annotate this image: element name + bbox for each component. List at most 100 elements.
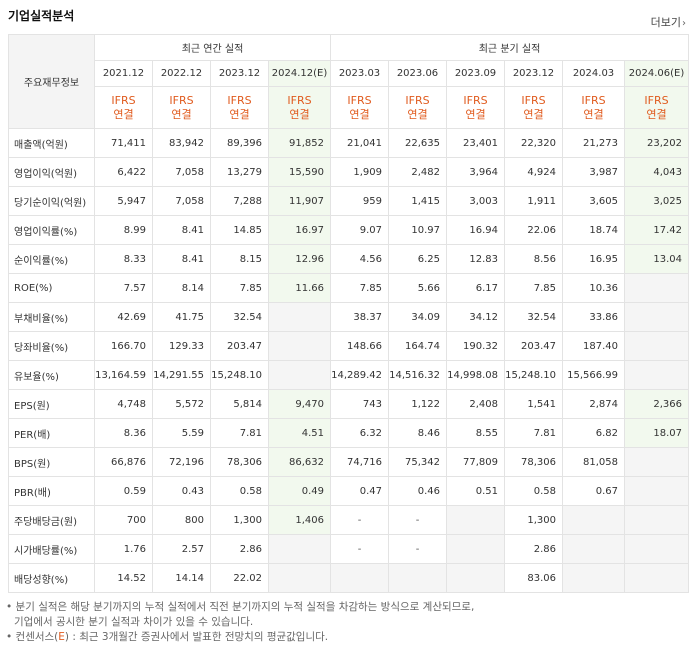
table-cell: 0.46 xyxy=(388,476,447,506)
table-cell: 12.83 xyxy=(446,244,505,274)
table-cell: 22,635 xyxy=(388,128,447,158)
table-cell xyxy=(562,563,625,593)
table-cell: 1,406 xyxy=(268,505,331,535)
table-cell: 14,998.08 xyxy=(446,360,505,390)
period-1: 2022.12 xyxy=(152,60,211,87)
table-cell: 1.76 xyxy=(94,534,153,564)
table-cell: 164.74 xyxy=(388,331,447,361)
ifrs-label-6: IFRS 연결 xyxy=(446,86,505,129)
table-cell: 7,288 xyxy=(210,186,269,216)
table-cell: 14.14 xyxy=(152,563,211,593)
table-cell: 32.54 xyxy=(210,302,269,332)
table-cell: 6,422 xyxy=(94,157,153,187)
table-cell: 14,289.42 xyxy=(330,360,389,390)
ifrs-text: IFRS xyxy=(581,93,606,107)
table-cell xyxy=(623,302,690,332)
more-link[interactable]: 더보기› xyxy=(651,14,686,30)
table-cell: 1,909 xyxy=(330,157,389,187)
table-cell: 1,415 xyxy=(388,186,447,216)
table-cell: 0.59 xyxy=(94,476,153,506)
table-cell: 18.74 xyxy=(562,215,625,245)
table-cell: 83.06 xyxy=(504,563,563,593)
row-label: 배당성향(%) xyxy=(8,563,95,593)
table-cell: 7.85 xyxy=(330,273,389,303)
table-cell xyxy=(623,447,690,477)
table-cell: 2.57 xyxy=(152,534,211,564)
row-label: 영업이익률(%) xyxy=(8,215,95,245)
table-cell: 41.75 xyxy=(152,302,211,332)
table-cell: 2,482 xyxy=(388,157,447,187)
table-cell: 78,306 xyxy=(210,447,269,477)
table-cell xyxy=(268,360,331,390)
table-cell: 0.51 xyxy=(446,476,505,506)
table-cell: 8.41 xyxy=(152,244,211,274)
table-cell: 0.49 xyxy=(268,476,331,506)
table-row: ROE(%) 7.57 8.14 7.85 11.66 7.85 5.66 6.17 7.85 1… xyxy=(8,273,690,303)
table-cell: 32.54 xyxy=(504,302,563,332)
table-cell: 8.36 xyxy=(94,418,153,448)
table-cell: 13.04 xyxy=(623,244,690,274)
ifrs-text: IFRS xyxy=(347,93,372,107)
table-cell: 16.95 xyxy=(562,244,625,274)
table-cell: 700 xyxy=(94,505,153,535)
table-cell: 4,043 xyxy=(623,157,690,187)
table-cell xyxy=(268,302,331,332)
row-label: PER(배) xyxy=(8,418,95,448)
table-cell xyxy=(388,563,447,593)
table-cell: 7,058 xyxy=(152,157,211,187)
table-cell xyxy=(623,476,690,506)
table-cell xyxy=(623,534,690,564)
table-cell: 13,164.59 xyxy=(94,360,153,390)
table-cell: 7.81 xyxy=(504,418,563,448)
table-row: 당좌비율(%) 166.70 129.33 203.47 148.66 164.74 190… xyxy=(8,331,690,361)
table-cell xyxy=(446,563,505,593)
group-annual: 최근 연간 실적 xyxy=(94,34,331,61)
table-cell: 2,366 xyxy=(623,389,690,419)
table-cell xyxy=(623,563,690,593)
table-cell xyxy=(268,534,331,564)
table-row: 매출액(억원) 71,411 83,942 89,396 91,852 21,041 22,… xyxy=(8,128,690,158)
table-cell: 187.40 xyxy=(562,331,625,361)
table-cell: 166.70 xyxy=(94,331,153,361)
table-cell: 14,291.55 xyxy=(152,360,211,390)
table-cell: 0.67 xyxy=(562,476,625,506)
ifrs-text: IFRS xyxy=(227,93,252,107)
table-cell: 8.41 xyxy=(152,215,211,245)
ifrs-text: IFRS xyxy=(169,93,194,107)
table-cell: 22.06 xyxy=(504,215,563,245)
table-cell: 743 xyxy=(330,389,389,419)
table-cell: 1,300 xyxy=(504,505,563,535)
table-cell: 0.58 xyxy=(504,476,563,506)
consolidated-text: 연결 xyxy=(407,107,428,121)
table-cell: 2.86 xyxy=(504,534,563,564)
table-cell: 38.37 xyxy=(330,302,389,332)
table-cell: 9.07 xyxy=(330,215,389,245)
ifrs-text: IFRS xyxy=(644,93,669,107)
table-cell: 21,041 xyxy=(330,128,389,158)
table-cell: 3,964 xyxy=(446,157,505,187)
row-label: 시가배당률(%) xyxy=(8,534,95,564)
section-title: 기업실적분석 xyxy=(8,9,75,23)
table-cell: 6.82 xyxy=(562,418,625,448)
row-label: 매출액(억원) xyxy=(8,128,95,158)
row-label: 순이익률(%) xyxy=(8,244,95,274)
footnote-2-suffix: ) : 최근 3개월간 증권사에서 발표한 전망치의 평균값입니다. xyxy=(64,631,329,643)
table-cell: 5,814 xyxy=(210,389,269,419)
table-cell: 4,924 xyxy=(504,157,563,187)
row-label: 당기순이익(억원) xyxy=(8,186,95,216)
table-cell: 3,987 xyxy=(562,157,625,187)
table-cell: 5.66 xyxy=(388,273,447,303)
ifrs-label-3: IFRS 연결 xyxy=(268,86,331,129)
table-cell: - xyxy=(330,505,389,535)
period-7: 2023.12 xyxy=(504,60,563,87)
row-label: ROE(%) xyxy=(8,273,95,303)
ifrs-label-9: IFRS 연결 xyxy=(623,86,690,129)
consolidated-text: 연결 xyxy=(229,107,250,121)
table-row: 배당성향(%) 14.52 14.14 22.02 83.06 xyxy=(8,563,690,593)
table-cell: 129.33 xyxy=(152,331,211,361)
table-cell: 8.46 xyxy=(388,418,447,448)
table-cell: 86,632 xyxy=(268,447,331,477)
table-cell: 2.86 xyxy=(210,534,269,564)
footnote-1: • 분기 실적은 해당 분기까지의 누적 실적에서 직전 분기까지의 누적 실적… xyxy=(6,601,475,613)
table-cell: 2,408 xyxy=(446,389,505,419)
